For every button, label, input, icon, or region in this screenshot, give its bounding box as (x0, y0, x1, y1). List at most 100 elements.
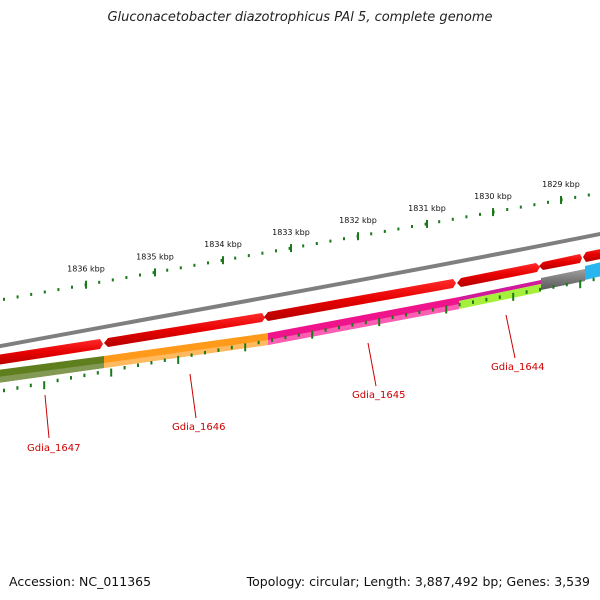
major-tick (177, 355, 180, 364)
minor-tick (411, 225, 413, 228)
minor-tick (152, 271, 155, 275)
minor-tick (247, 254, 250, 258)
genome-summary-text: Topology: circular; Length: 3,887,492 bp… (246, 574, 590, 589)
minor-tick (329, 239, 332, 243)
minor-tick (519, 205, 522, 209)
leader-line-gdia-1644 (505, 314, 516, 359)
minor-tick (465, 215, 468, 219)
minor-tick (343, 237, 345, 241)
minor-tick (284, 335, 287, 340)
minor-tick (83, 373, 86, 378)
red-gene-5 (539, 254, 582, 270)
minor-tick (257, 340, 260, 345)
minor-tick (111, 278, 114, 282)
red-gene-6 (583, 249, 600, 262)
major-tick (492, 208, 494, 217)
minor-tick (125, 276, 128, 279)
minor-tick (364, 320, 367, 325)
minor-tick (271, 338, 273, 342)
genome-backbone (0, 231, 600, 349)
major-tick (43, 381, 46, 390)
ruler-label: 1831 kbp (408, 204, 446, 213)
minor-tick (261, 251, 264, 255)
minor-tick (3, 297, 5, 301)
minor-tick (137, 363, 139, 367)
minor-tick (405, 313, 407, 317)
gene-label-gdia-1644: Gdia_1644 (491, 362, 544, 373)
minor-tick (297, 333, 300, 337)
minor-tick (57, 288, 60, 292)
ruler-label: 1833 kbp (272, 228, 310, 237)
minor-tick (288, 246, 291, 250)
minor-tick (383, 229, 386, 233)
minor-tick (302, 244, 305, 248)
minor-tick (70, 376, 72, 380)
minor-tick (204, 350, 206, 355)
major-tick (85, 280, 87, 289)
minor-tick (485, 297, 488, 302)
minor-tick (220, 259, 223, 262)
minor-tick (190, 353, 193, 357)
major-tick (426, 219, 428, 228)
leader-line-gdia-1646 (189, 373, 197, 419)
cyan-feature-block (585, 262, 600, 280)
minor-tick (431, 308, 434, 312)
minor-tick (43, 290, 46, 294)
gray-feature-block (541, 269, 585, 290)
minor-tick (565, 282, 568, 287)
minor-tick (391, 315, 394, 320)
minor-tick (230, 345, 233, 350)
minor-tick (424, 222, 427, 226)
minor-tick (506, 208, 509, 211)
minor-tick (315, 242, 318, 245)
minor-tick (338, 325, 340, 330)
gene-leader-lines (44, 314, 516, 439)
minor-tick (574, 195, 577, 199)
minor-tick (98, 280, 101, 284)
minor-tick (3, 388, 5, 393)
major-tick (154, 268, 156, 277)
minor-tick (96, 371, 99, 375)
minor-tick (418, 310, 421, 314)
major-tick (290, 244, 292, 253)
minor-tick (207, 261, 209, 265)
minor-tick (30, 292, 33, 296)
minor-tick (193, 263, 196, 267)
ruler-label: 1829 kbp (542, 180, 580, 189)
minor-tick (163, 358, 166, 362)
major-tick (222, 256, 224, 265)
minor-tick (139, 273, 141, 277)
minor-tick (370, 232, 373, 236)
ruler-label: 1836 kbp (67, 265, 105, 274)
ruler-label: 1830 kbp (474, 192, 512, 201)
feature-track (0, 262, 600, 383)
minor-tick (587, 193, 590, 197)
major-tick (560, 196, 562, 204)
minor-tick (179, 266, 182, 270)
minor-tick (16, 295, 19, 299)
major-tick (445, 305, 448, 314)
minor-tick (552, 285, 555, 289)
minor-tick (458, 302, 461, 307)
ruler-label: 1832 kbp (339, 216, 377, 225)
minor-tick (56, 378, 59, 383)
gene-label-gdia-1647: Gdia_1647 (27, 443, 80, 454)
minor-tick (525, 290, 528, 294)
minor-tick (451, 217, 454, 221)
minor-tick (234, 256, 237, 260)
major-tick (110, 368, 113, 377)
major-tick (378, 318, 381, 327)
red-gene-2 (104, 313, 265, 347)
map-title: Gluconacetobacter diazotrophicus PAl 5, … (107, 10, 493, 25)
minor-tick (438, 220, 441, 224)
minor-tick (547, 200, 549, 204)
minor-tick (351, 323, 354, 327)
major-tick (579, 280, 582, 289)
major-tick (357, 232, 359, 241)
minor-tick (166, 268, 169, 272)
forward-strand-genes (0, 249, 600, 365)
minor-tick (71, 285, 73, 289)
leader-line-gdia-1647 (44, 394, 50, 439)
minor-tick (479, 212, 481, 216)
